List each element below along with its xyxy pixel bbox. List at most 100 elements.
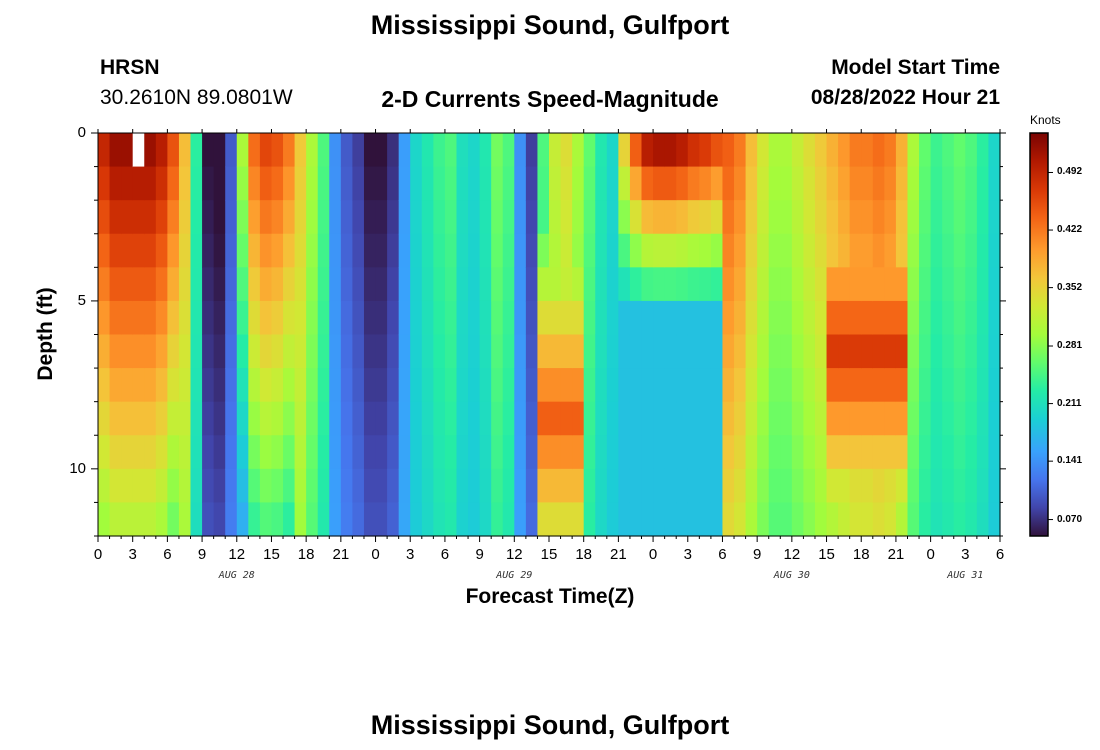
heatmap-cell [375, 233, 388, 268]
x-tick-label: 12 [228, 546, 246, 563]
heatmap-cell [560, 368, 573, 403]
heatmap-cell [248, 435, 261, 470]
heatmap-cell [456, 166, 469, 201]
heatmap-cell [988, 334, 1001, 369]
heatmap-cell [572, 435, 585, 470]
heatmap-cell [745, 435, 758, 470]
heatmap-cell [340, 468, 354, 504]
heatmap-cell [456, 435, 469, 470]
heatmap-cell [155, 468, 168, 504]
heatmap-cell [988, 300, 1001, 336]
heatmap-cell [826, 502, 839, 537]
heatmap-cell [317, 468, 330, 504]
heatmap-cell [826, 233, 839, 268]
heatmap-cell [757, 435, 770, 470]
heatmap-cell [190, 334, 203, 369]
x-tick-label: 0 [648, 546, 658, 563]
heatmap-cell [861, 300, 874, 336]
heatmap-cell [549, 233, 562, 268]
heatmap-cell [930, 502, 943, 537]
heatmap-cell [410, 233, 423, 268]
heatmap-cell [699, 200, 712, 235]
heatmap-cell [595, 502, 608, 537]
heatmap-cell [849, 334, 862, 369]
heatmap-cell [167, 435, 180, 470]
heatmap-cell [618, 200, 631, 235]
heatmap-cell [144, 300, 157, 336]
heatmap-cell [525, 133, 539, 168]
heatmap-cell [895, 133, 909, 168]
heatmap-cell [838, 267, 851, 302]
heatmap-cell [259, 300, 273, 336]
heatmap-cell [687, 368, 700, 403]
heatmap-cell [791, 435, 805, 470]
heatmap-cell [907, 233, 920, 268]
heatmap-cell [398, 502, 411, 537]
heatmap-cell [976, 267, 990, 302]
heatmap-cell [919, 133, 932, 168]
heatmap-cell [537, 300, 550, 336]
heatmap-cell [363, 166, 377, 201]
heatmap-cell [456, 133, 469, 168]
heatmap-cell [653, 401, 666, 436]
heatmap-cell [988, 368, 1001, 403]
heatmap-cell [583, 166, 596, 201]
heatmap-cell [641, 267, 654, 302]
heatmap-cell [745, 401, 758, 436]
heatmap-cell [872, 300, 885, 336]
heatmap-cell [202, 233, 215, 268]
heatmap-cell [410, 401, 423, 436]
heatmap-cell [109, 401, 122, 436]
heatmap-cell [248, 502, 261, 537]
heatmap-cell [144, 233, 157, 268]
heatmap-cell [259, 435, 273, 470]
heatmap-cell [722, 334, 735, 369]
heatmap-cell [572, 200, 585, 235]
heatmap-cell [352, 468, 365, 504]
heatmap-cell [722, 468, 735, 504]
heatmap-cell [710, 401, 724, 436]
heatmap-cell [872, 368, 885, 403]
heatmap-cell [653, 300, 666, 336]
heatmap-cell [202, 166, 215, 201]
heatmap-cell [444, 435, 458, 470]
heatmap-cell [803, 166, 816, 201]
heatmap-cell [213, 435, 226, 470]
heatmap-cell [410, 368, 423, 403]
x-axis-ticks [97, 129, 1001, 542]
x-tick-label: 3 [683, 546, 692, 563]
heatmap-cell [375, 468, 388, 504]
heatmap-cell [98, 166, 111, 201]
heatmap-cell [190, 133, 203, 168]
heatmap-cell [109, 267, 122, 302]
heatmap-cell [294, 166, 307, 201]
heatmap-cell [456, 401, 469, 436]
heatmap-cell [849, 233, 862, 268]
heatmap-cell [213, 334, 226, 369]
heatmap-cell [271, 468, 284, 504]
heatmap-cell [202, 133, 215, 168]
heatmap-cell [583, 401, 596, 436]
heatmap-cell [629, 267, 643, 302]
heatmap-cell [861, 267, 874, 302]
heatmap-cell [872, 401, 885, 436]
heatmap-cell [803, 502, 816, 537]
heatmap-cell [479, 200, 492, 235]
heatmap-cell [919, 267, 932, 302]
heatmap-cell [329, 300, 342, 336]
heatmap-cell [907, 468, 920, 504]
heatmap-cell [375, 166, 388, 201]
heatmap-cell [283, 468, 296, 504]
heatmap-cell [479, 368, 492, 403]
heatmap-cell [606, 368, 619, 403]
heatmap-cell [803, 334, 816, 369]
heatmap-cell [398, 368, 411, 403]
heatmap-cell [965, 368, 978, 403]
heatmap-cell [965, 133, 978, 168]
heatmap-cell [965, 435, 978, 470]
heatmap-cell [549, 401, 562, 436]
heatmap-cell [121, 133, 134, 168]
heatmap-cell [757, 233, 770, 268]
heatmap-cell [595, 401, 608, 436]
heatmap-cell [710, 200, 724, 235]
